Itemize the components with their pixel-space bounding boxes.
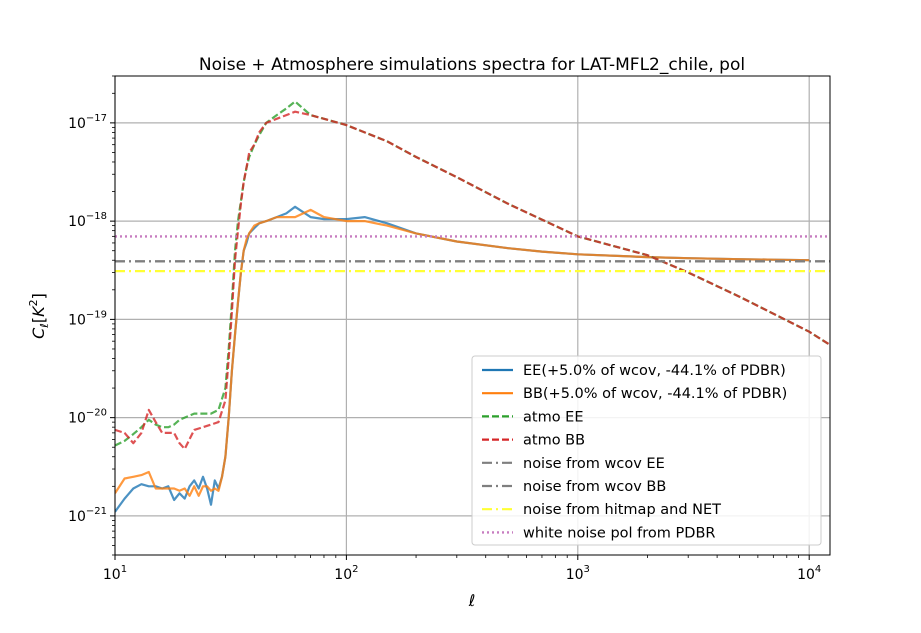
ticks: [110, 75, 810, 560]
legend-label: BB(+5.0% of wcov, -44.1% of PDBR): [523, 386, 787, 402]
series-line-atmo-bb: [115, 110, 830, 451]
series-layer: [115, 100, 830, 513]
legend-label: EE(+5.0% of wcov, -44.1% of PDBR): [523, 363, 786, 379]
x-tick-label: 103: [566, 564, 590, 583]
y-tick-label: 10−17: [68, 113, 107, 132]
chart-title: Noise + Atmosphere simulations spectra f…: [199, 55, 745, 75]
legend-box: [471, 355, 822, 546]
legend-label: white noise pol from PDBR: [523, 525, 715, 541]
legend-label: atmo EE: [523, 409, 584, 425]
y-tick-label: 10−20: [68, 408, 107, 427]
x-tick-label: 104: [797, 564, 821, 583]
x-tick-label: 102: [334, 564, 358, 583]
series-line-atmo-ee: [115, 100, 830, 447]
x-axis-label: ℓ: [468, 591, 476, 610]
plot-frame: [114, 75, 831, 556]
legend-label: noise from wcov EE: [523, 456, 665, 472]
tick-labels: 101 102 103 104 10−21 10−20 10−19 10−18 10−17: [68, 113, 821, 583]
legend-label: noise from hitmap and NET: [523, 502, 721, 518]
legend: EE(+5.0% of wcov, -44.1% of PDBR) BB(+5.0…: [471, 355, 822, 546]
legend-label: noise from wcov BB: [523, 479, 666, 495]
series-line-bb-5-0-of-wcov-44-1-of-pdbr: [115, 208, 810, 497]
legend-label: atmo BB: [523, 433, 585, 449]
x-tick-label: 101: [103, 564, 127, 583]
y-tick-label: 10−19: [68, 309, 107, 328]
y-tick-label: 10−21: [68, 506, 107, 525]
y-tick-label: 10−18: [68, 211, 107, 230]
y-axis-label: Cℓ[K2]: [27, 293, 51, 339]
